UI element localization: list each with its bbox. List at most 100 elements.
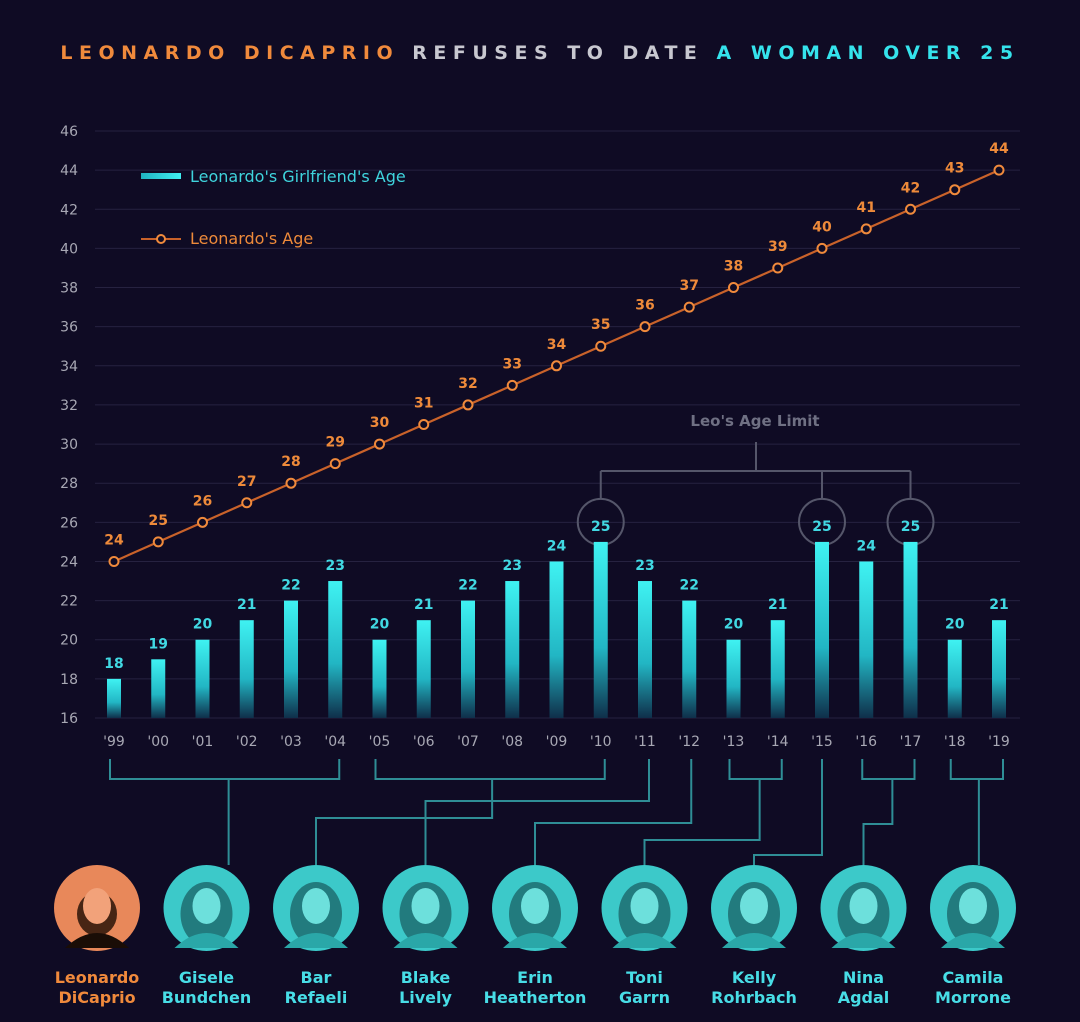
age-limit-label: Leo's Age Limit [690, 412, 819, 430]
year-range-bracket [374, 759, 606, 780]
girlfriend-name: Camila Morrone [903, 968, 1043, 1008]
avatar-face [849, 888, 878, 924]
first-name: Erin [517, 968, 553, 987]
leo-age-point [285, 477, 297, 489]
leo-age-point [241, 497, 253, 509]
leo-age-point [551, 360, 562, 372]
girlfriend-name: Toni Garrn [575, 968, 715, 1008]
girlfriend-age-label: 24 [857, 538, 877, 554]
leo-age-label: 24 [104, 532, 124, 548]
girlfriend-age-label: 23 [326, 558, 345, 574]
avatar-camila [930, 865, 1016, 951]
y-tick-label: 38 [60, 281, 78, 297]
leo-age-point [683, 301, 695, 313]
avatar-shoulders [612, 933, 677, 948]
connector-toni [643, 779, 761, 865]
year-range-bracket [949, 759, 1004, 780]
avatar-toni [601, 865, 688, 951]
avatar-shoulders [393, 933, 458, 948]
connector-kelly [753, 759, 823, 865]
leo-age-label: 28 [281, 454, 300, 470]
x-tick-label: '04 [324, 734, 346, 750]
girlfriend-age-label: 22 [281, 578, 300, 594]
girlfriend-age-bar [903, 541, 918, 718]
avatar-face [959, 888, 987, 924]
connector-bar [315, 779, 494, 865]
leo-age-point [197, 516, 208, 528]
avatar-face [302, 888, 330, 924]
girlfriend-age-bar [682, 600, 697, 718]
chart-title: LEONARDO DICAPRIO REFUSES TO DATE A WOMA… [0, 42, 1080, 64]
girlfriend-name: Erin Heatherton [465, 968, 605, 1008]
avatar-shoulders [941, 933, 1005, 948]
connector-erin [534, 759, 693, 865]
leo-age-label: 31 [414, 396, 433, 412]
girlfriend-age-label: 19 [149, 636, 168, 652]
y-tick-label: 34 [60, 359, 78, 375]
first-name: Toni [626, 968, 663, 987]
x-tick-label: '16 [855, 734, 877, 750]
avatar-shoulders [65, 933, 129, 948]
last-name: DiCaprio [58, 988, 136, 1007]
avatar-blake [382, 865, 469, 951]
x-tick-label: '03 [280, 734, 302, 750]
girlfriend-age-bar [372, 639, 387, 718]
girlfriend-age-label: 23 [635, 558, 654, 574]
avatar-shoulders [174, 933, 239, 948]
avatar-face [83, 888, 111, 924]
y-tick-label: 20 [60, 633, 78, 649]
x-tick-label: '15 [811, 734, 833, 750]
connector-blake [424, 759, 650, 865]
first-name: Camila [942, 968, 1004, 987]
x-tick-label: '18 [944, 734, 966, 750]
title-part-refuses: REFUSES TO DATE [412, 42, 704, 64]
girlfriend-age-label: 21 [237, 597, 256, 613]
leo-age-label: 35 [591, 317, 610, 333]
leo-age-point [905, 203, 916, 215]
leo-age-point [152, 536, 164, 548]
leo-age-label: 39 [768, 239, 787, 255]
girlfriend-age-label: 23 [503, 558, 522, 574]
girlfriend-name: Nina Agdal [794, 968, 934, 1008]
x-tick-label: '02 [236, 734, 258, 750]
leo-age-point [728, 282, 739, 294]
girlfriend-name: Blake Lively [356, 968, 496, 1008]
x-tick-label: '13 [723, 734, 745, 750]
leo-age-point [816, 242, 828, 254]
girlfriend-age-label: 25 [901, 519, 920, 535]
y-tick-label: 28 [60, 476, 78, 492]
girlfriend-names: Leonardo DiCaprio Gisele Bundchen Bar Refaeli… [0, 968, 1080, 1018]
leo-age-label: 43 [945, 161, 964, 177]
leo-age-label: 34 [547, 337, 567, 353]
girlfriend-age-label: 24 [547, 538, 567, 554]
first-name: Blake [400, 968, 451, 987]
last-name: Bundchen [161, 988, 252, 1007]
first-name: Gisele [178, 968, 235, 987]
first-name: Leonardo [54, 968, 140, 987]
last-name: Refaeli [284, 988, 348, 1007]
girlfriend-age-bar [195, 639, 210, 718]
x-tick-label: '01 [192, 734, 214, 750]
y-tick-label: 46 [60, 124, 78, 140]
last-name: Rohrbach [711, 988, 797, 1007]
avatar-face [521, 888, 549, 924]
avatar-face [630, 888, 659, 924]
x-tick-label: '17 [900, 734, 922, 750]
avatar-face [740, 888, 768, 924]
y-tick-label: 18 [60, 672, 78, 688]
leo-age-label: 29 [326, 435, 345, 451]
avatar-nina [820, 865, 907, 951]
leo-age-label: 26 [193, 493, 212, 509]
last-name: Agdal [837, 988, 890, 1007]
avatar-leonardo [54, 865, 140, 951]
legend-leo-label: Leonardo's Age [190, 229, 313, 248]
girlfriend-age-label: 22 [458, 578, 477, 594]
girlfriend-age-label: 21 [768, 597, 787, 613]
girlfriend-age-label: 20 [193, 617, 213, 633]
girlfriend-age-bar [770, 620, 785, 718]
first-name: Kelly [731, 968, 777, 987]
y-tick-label: 30 [60, 437, 78, 453]
girlfriend-age-label: 20 [945, 617, 965, 633]
girlfriend-age-label: 22 [680, 578, 699, 594]
last-name: Garrn [618, 988, 671, 1007]
